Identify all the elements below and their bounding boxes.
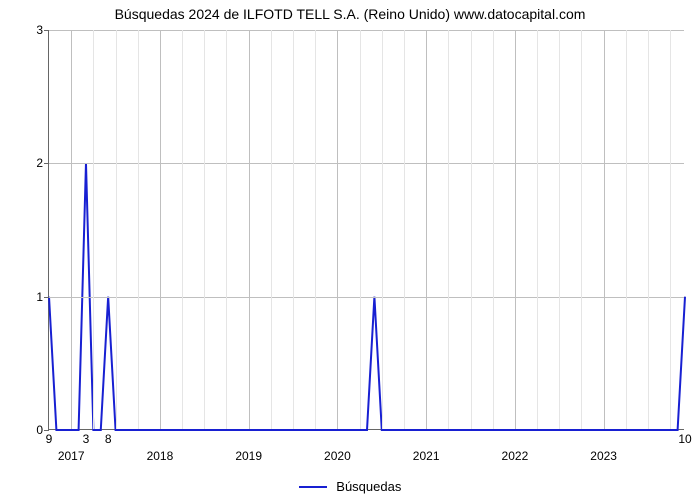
x-tick-label: 2023 [590,449,617,463]
hgrid [49,163,684,164]
y-tick-label: 3 [36,23,43,37]
data-point-label: 3 [83,432,90,446]
data-point-label: 10 [678,432,691,446]
vgrid-minor [581,30,582,429]
chart-container: Búsquedas 2024 de ILFOTD TELL S.A. (Rein… [0,0,700,500]
vgrid [160,30,161,429]
vgrid-minor [537,30,538,429]
legend: Búsquedas [0,478,700,494]
x-tick-label: 2021 [413,449,440,463]
vgrid-minor [382,30,383,429]
vgrid-minor [493,30,494,429]
vgrid-minor [226,30,227,429]
vgrid-minor [648,30,649,429]
data-point-label: 9 [46,432,53,446]
vgrid [604,30,605,429]
y-tick-label: 2 [36,156,43,170]
vgrid-minor [204,30,205,429]
legend-swatch [299,486,327,488]
vgrid [515,30,516,429]
hgrid [49,30,684,31]
chart-title: Búsquedas 2024 de ILFOTD TELL S.A. (Rein… [0,6,700,22]
vgrid [337,30,338,429]
vgrid-minor [93,30,94,429]
vgrid-minor [404,30,405,429]
vgrid [426,30,427,429]
legend-label: Búsquedas [336,479,401,494]
x-tick-label: 2018 [147,449,174,463]
x-tick-label: 2017 [58,449,85,463]
vgrid-minor [271,30,272,429]
x-tick-label: 2019 [235,449,262,463]
vgrid-minor [670,30,671,429]
y-tick-mark [44,163,49,164]
vgrid-minor [293,30,294,429]
plot-area: 0123201720182019202020212022202393810 [48,30,684,430]
y-tick-mark [44,297,49,298]
vgrid-minor [559,30,560,429]
y-tick-mark [44,430,49,431]
hgrid [49,297,684,298]
x-tick-label: 2020 [324,449,351,463]
vgrid-minor [360,30,361,429]
data-point-label: 8 [105,432,112,446]
vgrid [249,30,250,429]
line-series [49,30,685,430]
y-tick-mark [44,30,49,31]
x-tick-label: 2022 [502,449,529,463]
vgrid-minor [448,30,449,429]
vgrid-minor [138,30,139,429]
vgrid-minor [471,30,472,429]
vgrid-minor [315,30,316,429]
vgrid-minor [116,30,117,429]
vgrid [71,30,72,429]
vgrid-minor [182,30,183,429]
vgrid-minor [626,30,627,429]
y-tick-label: 0 [36,423,43,437]
y-tick-label: 1 [36,290,43,304]
